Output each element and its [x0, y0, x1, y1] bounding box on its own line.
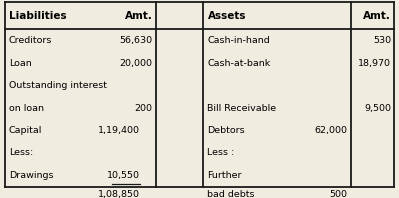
- Text: bad debts: bad debts: [207, 190, 255, 198]
- Text: 18,970: 18,970: [358, 59, 391, 68]
- Text: 56,630: 56,630: [119, 36, 152, 45]
- Text: Assets: Assets: [207, 11, 246, 21]
- Text: Debtors: Debtors: [207, 126, 245, 135]
- Text: on loan: on loan: [9, 104, 44, 112]
- Text: Cash-at-bank: Cash-at-bank: [207, 59, 271, 68]
- Text: 1,08,850: 1,08,850: [98, 190, 140, 198]
- Text: Less :: Less :: [207, 148, 235, 157]
- Text: 20,000: 20,000: [119, 59, 152, 68]
- Text: 200: 200: [134, 104, 152, 112]
- Text: Cash-in-hand: Cash-in-hand: [207, 36, 270, 45]
- Text: Further: Further: [207, 171, 242, 180]
- Text: 9,500: 9,500: [364, 104, 391, 112]
- Text: Outstanding interest: Outstanding interest: [9, 81, 107, 90]
- Text: 10,550: 10,550: [107, 171, 140, 180]
- Text: Liabilities: Liabilities: [9, 11, 66, 21]
- Text: 1,19,400: 1,19,400: [98, 126, 140, 135]
- Text: Loan: Loan: [9, 59, 32, 68]
- Text: Amt.: Amt.: [363, 11, 391, 21]
- Text: 62,000: 62,000: [314, 126, 347, 135]
- Text: 530: 530: [373, 36, 391, 45]
- Text: Capital: Capital: [9, 126, 42, 135]
- Text: Amt.: Amt.: [124, 11, 152, 21]
- Text: 500: 500: [329, 190, 347, 198]
- Text: Bill Receivable: Bill Receivable: [207, 104, 277, 112]
- Text: Drawings: Drawings: [9, 171, 53, 180]
- Text: Less:: Less:: [9, 148, 33, 157]
- Text: Creditors: Creditors: [9, 36, 52, 45]
